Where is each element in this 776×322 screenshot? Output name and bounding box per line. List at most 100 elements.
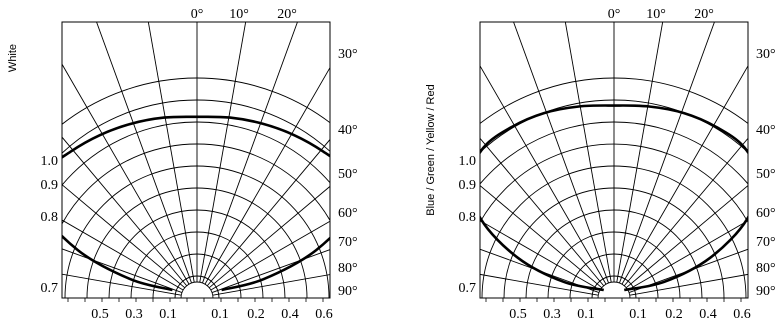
angle-tick-label: 10° <box>646 7 666 22</box>
radial-gridline <box>627 220 748 291</box>
radial-gridline <box>62 273 182 296</box>
series-line <box>480 104 748 292</box>
ring-gridline <box>480 121 748 185</box>
angle-tick-label: 0° <box>191 7 204 22</box>
radial-gridline <box>206 138 330 287</box>
bottom-tick-label: 0.4 <box>699 307 717 322</box>
angle-tick-label: 50° <box>756 167 776 182</box>
ring-gridline <box>480 99 748 153</box>
y-axis-label: White <box>7 44 19 72</box>
bottom-tick-label: 0.6 <box>733 307 751 322</box>
series-line <box>62 115 330 292</box>
bottom-tick-label: 0.3 <box>125 307 143 322</box>
ring-gridline <box>547 231 681 298</box>
bottom-tick-label: 0.2 <box>247 307 265 322</box>
ring-gridline <box>174 275 220 298</box>
tick-labels: 0° 10° 20° 30° 40° 50° 60° 70° 80° 90° 1.0 0.9 0.8 0.… <box>459 7 776 322</box>
ring-gridline <box>503 187 725 298</box>
bottom-tick-label: 0.1 <box>211 307 229 322</box>
radius-tick-label: 1.0 <box>41 154 59 169</box>
plot-frame <box>61 21 331 299</box>
radial-gridline <box>564 22 612 283</box>
radial-gridline <box>480 184 603 289</box>
radius-tick-label: 0.7 <box>459 281 477 296</box>
ring-gridline <box>64 165 330 298</box>
angle-tick-label: 40° <box>338 123 358 138</box>
radial-gridline <box>62 219 184 291</box>
radial-gridline <box>202 22 298 284</box>
radius-tick-label: 0.8 <box>459 210 477 225</box>
angle-tick-label: 10° <box>229 7 249 22</box>
chart-white: 0° 10° 20° 30° 40° 50° 60° 70° 80° 90° 1.0 0.9 0.8 0.… <box>7 7 358 322</box>
angle-tick-label: 0° <box>608 7 621 22</box>
angle-tick-label: 80° <box>756 261 776 276</box>
bottom-tick-label: 0.3 <box>543 307 561 322</box>
radial-gridline <box>62 184 186 289</box>
ring-gridline <box>62 121 330 186</box>
radial-gridline <box>96 22 192 284</box>
bottom-tick-label: 0.1 <box>577 307 595 322</box>
radial-gridline <box>480 220 601 291</box>
bottom-tick-label: 0.6 <box>315 307 333 322</box>
chart-bgyr: 0° 10° 20° 30° 40° 50° 60° 70° 80° 90° 1.0 0.9 0.8 0.… <box>425 7 776 322</box>
angle-tick-label: 70° <box>756 235 776 250</box>
ring-gridline <box>480 77 748 125</box>
radial-gridline <box>210 220 330 291</box>
ring-gridline <box>62 77 330 125</box>
center-hub <box>180 281 214 298</box>
radial-gridline <box>211 249 330 293</box>
angle-tick-label: 90° <box>756 284 776 299</box>
radius-tick-label: 1.0 <box>459 154 477 169</box>
bottom-tick-label: 0.1 <box>159 307 177 322</box>
ring-gridline <box>130 231 264 298</box>
angle-tick-label: 70° <box>338 235 358 250</box>
ring-gridline <box>108 209 286 298</box>
radius-tick-label: 0.9 <box>459 178 477 193</box>
ring-gridline <box>480 143 748 224</box>
ring-gridline <box>62 143 330 226</box>
bottom-tick-label: 0.1 <box>629 307 647 322</box>
ring-gridline <box>569 253 659 298</box>
angle-tick-label: 20° <box>277 7 297 22</box>
radial-gridline <box>208 185 330 289</box>
tick-labels: 0° 10° 20° 30° 40° 50° 60° 70° 80° 90° 1.0 0.9 0.8 0.… <box>41 7 358 322</box>
center-hub <box>597 281 631 298</box>
ring-gridline <box>152 253 242 298</box>
radial-gridline <box>62 248 183 293</box>
bottom-tick-label: 0.4 <box>281 307 299 322</box>
intensity-curve <box>62 115 330 292</box>
radial-gridline <box>204 66 330 285</box>
y-axis-label: Blue / Green / Yellow / Red <box>425 84 437 215</box>
bottom-tick-label: 0.5 <box>509 307 527 322</box>
angle-tick-label: 60° <box>756 206 776 221</box>
radial-gridline <box>623 137 748 287</box>
ring-gridline <box>525 209 703 298</box>
radial-gridline <box>616 22 664 283</box>
polar-grid <box>480 22 748 298</box>
radial-gridline <box>621 65 748 285</box>
radius-tick-label: 0.8 <box>41 210 59 225</box>
angle-tick-label: 30° <box>756 47 776 62</box>
radial-gridline <box>629 273 748 296</box>
bottom-tick-label: 0.5 <box>91 307 109 322</box>
radial-gridline <box>62 136 188 287</box>
radial-gridline <box>62 63 190 285</box>
intensity-curve <box>480 104 748 292</box>
radial-gridline <box>619 22 715 284</box>
angle-tick-label: 20° <box>694 7 714 22</box>
angle-tick-label: 60° <box>338 206 358 221</box>
radial-gridline <box>212 274 330 296</box>
ring-gridline <box>86 187 308 298</box>
angle-tick-label: 80° <box>338 261 358 276</box>
radius-tick-label: 0.7 <box>41 281 59 296</box>
angle-tick-label: 50° <box>338 167 358 182</box>
radial-gridline <box>625 184 748 289</box>
radial-gridline <box>480 65 607 285</box>
angle-tick-label: 40° <box>756 123 776 138</box>
angle-tick-label: 90° <box>338 284 358 299</box>
radius-tick-label: 0.9 <box>41 178 59 193</box>
radial-gridline <box>480 273 599 296</box>
radial-gridline <box>480 137 605 287</box>
ring-gridline <box>62 99 330 154</box>
